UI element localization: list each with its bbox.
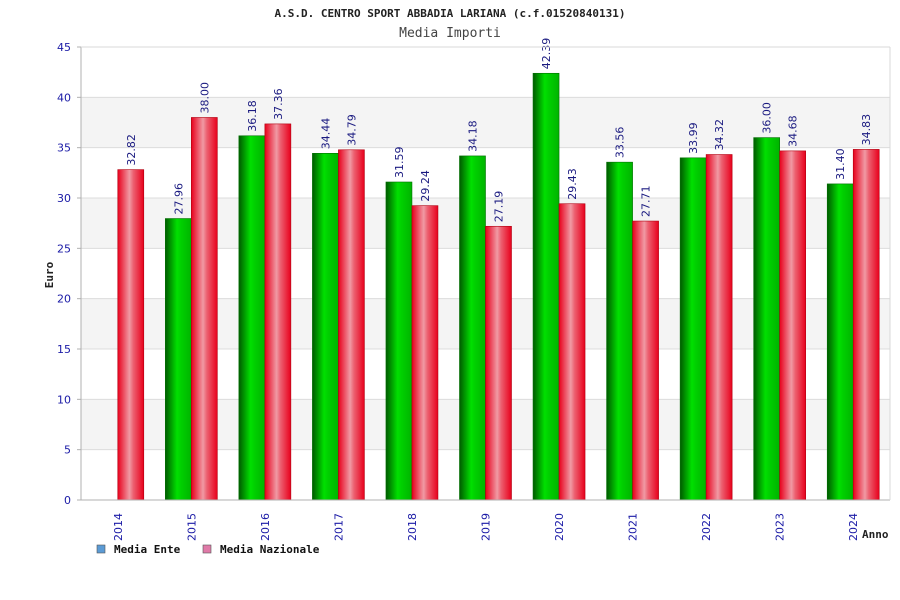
legend-swatch [202, 544, 212, 554]
value-label: 36.00 [761, 102, 774, 134]
value-label: 29.43 [566, 168, 579, 200]
x-tick-label: 2018 [406, 513, 419, 541]
x-tick-label: 2024 [847, 513, 860, 541]
value-label: 33.99 [687, 122, 700, 154]
x-axis-label: Anno [862, 528, 889, 541]
value-label: 29.24 [419, 170, 432, 202]
y-tick-label: 25 [57, 242, 71, 255]
value-label: 31.40 [834, 148, 847, 180]
y-tick-label: 0 [64, 494, 71, 507]
value-label: 34.18 [467, 120, 480, 152]
value-label: 42.39 [540, 38, 553, 70]
x-tick-label: 2014 [112, 513, 125, 541]
bar-media-ente-2015 [165, 218, 192, 501]
bar-media-ente-2023 [753, 137, 780, 501]
legend-swatch [96, 544, 106, 554]
x-tick-label: 2019 [480, 513, 493, 541]
x-tick-label: 2021 [627, 513, 640, 541]
value-label: 27.71 [640, 186, 653, 218]
value-label: 27.96 [172, 183, 185, 215]
bar-media-nazionale-2018 [411, 205, 439, 501]
legend: Media Ente Media Nazionale [96, 543, 320, 556]
bars [117, 72, 880, 501]
bar-media-ente-2020 [532, 72, 560, 501]
bar-media-nazionale-2019 [485, 225, 512, 501]
bar-media-nazionale-2023 [779, 150, 806, 501]
value-label: 32.82 [125, 134, 138, 166]
x-tick-labels: 2014 2015 2016 2017 2018 2019 2020 2021 2022 2023… [112, 513, 860, 541]
x-tick-label: 2015 [185, 513, 198, 541]
value-label: 34.79 [345, 114, 358, 146]
bar-media-ente-2019 [459, 155, 486, 501]
y-tick-label: 15 [57, 343, 71, 356]
x-tick-label: 2020 [553, 513, 566, 541]
bar-media-nazionale-2020 [558, 203, 586, 501]
x-tick-label: 2023 [774, 513, 787, 541]
bar-media-ente-2017 [312, 153, 339, 501]
y-tick-label: 40 [57, 91, 71, 104]
value-label: 34.68 [787, 115, 800, 147]
bar-media-ente-2018 [385, 181, 413, 501]
bar-media-ente-2021 [606, 161, 633, 501]
legend-label: Media Nazionale [220, 543, 320, 556]
bar-media-ente-2016 [238, 135, 266, 501]
y-axis-label: Euro [43, 261, 56, 288]
value-label: 34.44 [319, 118, 332, 150]
value-label: 27.19 [493, 191, 506, 223]
chart-subtitle: Media Importi [399, 26, 501, 41]
y-tick-label: 30 [57, 192, 71, 205]
x-tick-label: 2022 [700, 513, 713, 541]
value-label: 38.00 [198, 82, 211, 114]
bar-media-nazionale-2015 [191, 117, 218, 501]
x-tick-label: 2016 [259, 513, 272, 541]
value-label: 31.59 [393, 146, 406, 178]
chart-title: A.S.D. CENTRO SPORT ABBADIA LARIANA (c.f… [275, 7, 626, 20]
bar-media-nazionale-2017 [338, 149, 365, 501]
value-label: 36.18 [246, 100, 259, 132]
bar-media-nazionale-2022 [705, 154, 733, 501]
legend-label: Media Ente [114, 543, 181, 556]
y-tick-label: 10 [57, 393, 71, 406]
y-tick-label: 20 [57, 293, 71, 306]
y-tick-labels: 0 5 10 15 20 25 30 35 40 45 [57, 41, 81, 507]
value-label: 34.32 [713, 119, 726, 151]
axes [80, 46, 891, 501]
value-label: 34.83 [860, 114, 873, 146]
bar-media-nazionale-2024 [852, 149, 880, 501]
value-labels: 32.82 27.96 38.00 36.18 37.36 34.44 34.79 31.59… [125, 38, 873, 223]
bar-media-ente-2022 [679, 157, 707, 501]
bar-media-ente-2024 [826, 183, 854, 501]
x-tick-label: 2017 [332, 513, 345, 541]
bar-media-nazionale-2016 [264, 123, 292, 501]
y-tick-label: 5 [64, 444, 71, 457]
value-label: 33.56 [614, 127, 627, 159]
y-tick-label: 35 [57, 142, 71, 155]
plot-band [81, 47, 890, 98]
bar-media-nazionale-2014 [117, 169, 145, 501]
bar-media-nazionale-2021 [632, 220, 659, 501]
y-tick-label: 45 [57, 41, 71, 54]
value-label: 37.36 [272, 88, 285, 120]
